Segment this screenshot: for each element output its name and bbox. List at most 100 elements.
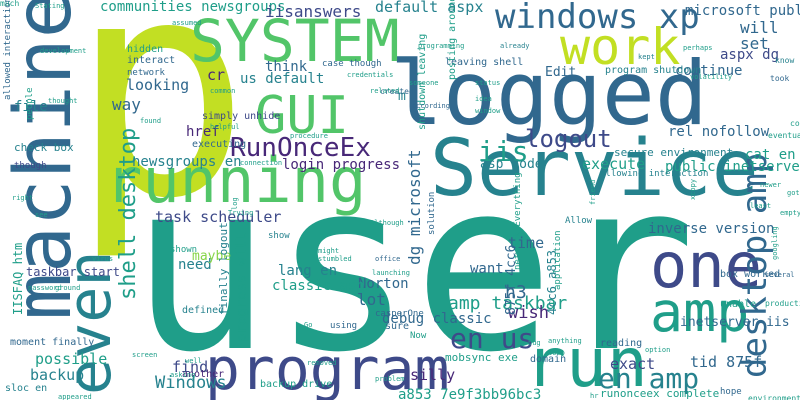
cloud-word: ground	[55, 284, 81, 292]
cloud-word: run	[525, 324, 648, 400]
cloud-word: maybe	[192, 249, 232, 264]
cloud-word: someone	[409, 79, 439, 87]
cloud-word: log	[231, 197, 239, 210]
cloud-word: leaving shell	[445, 57, 524, 68]
cloud-word: a853 7e9f3bb96bc3	[398, 387, 542, 400]
cloud-word: iis	[478, 135, 529, 168]
cloud-word: idea	[475, 95, 492, 103]
cloud-word: reading	[600, 338, 643, 349]
cloud-word: bug	[528, 339, 541, 347]
cloud-word: p	[70, 0, 251, 264]
cloud-word: allowing interaction	[600, 169, 709, 179]
cloud-word: perhaps	[683, 44, 713, 52]
cloud-word: will	[740, 18, 779, 37]
cloud-word: casperOne	[375, 309, 424, 319]
cloud-word: amp	[650, 280, 750, 344]
cloud-word: connection	[240, 159, 283, 167]
cloud-word: appeared	[58, 393, 92, 400]
cloud-word: possible	[35, 350, 108, 368]
cloud-word: execute	[582, 155, 646, 173]
cloud-word: Service	[430, 124, 759, 214]
cloud-word: hope	[720, 387, 742, 397]
cloud-word: Now	[410, 331, 427, 341]
cloud-word: box worked	[720, 269, 781, 280]
cloud-word: inverse version	[648, 221, 775, 237]
cloud-word: xcopy	[689, 178, 697, 200]
cloud-word: network	[127, 68, 165, 78]
cloud-word: network Everything	[513, 172, 523, 270]
cloud-word: office	[375, 255, 401, 263]
cloud-word: work	[560, 18, 681, 76]
cloud-word: Edit	[545, 65, 577, 80]
cloud-word: time	[508, 234, 545, 252]
cloud-word: volatility	[690, 73, 733, 81]
cloud-word: right	[12, 194, 34, 202]
cloud-word: asp code	[480, 157, 543, 172]
cloud-word: us default	[240, 71, 325, 87]
cloud-word: sure	[385, 321, 410, 332]
cloud-word: posting around	[447, 0, 458, 80]
cloud-word: h3	[505, 282, 527, 303]
cloud-word: eventually	[768, 131, 800, 140]
cloud-word: window	[475, 107, 501, 115]
cloud-word: mobsync exe	[445, 351, 518, 364]
cloud-word: lot	[357, 290, 386, 309]
cloud-word: already	[500, 42, 530, 50]
cloud-word: much	[0, 0, 20, 8]
cloud-word: lang en	[278, 263, 338, 279]
cloud-word: took	[770, 74, 790, 83]
cloud-word: cr	[207, 66, 226, 84]
cloud-word: programming	[418, 42, 465, 50]
cloud-word: googling	[771, 226, 779, 260]
cloud-word: application	[553, 230, 563, 290]
cloud-word: secure environment	[614, 146, 734, 159]
cloud-word: found	[140, 117, 162, 125]
cloud-word: launching	[372, 269, 410, 277]
cloud-word: progress will	[234, 232, 250, 342]
cloud-word: password	[28, 284, 62, 292]
cloud-word: continue	[675, 63, 743, 79]
cloud-word: finally logout	[217, 222, 230, 315]
cloud-word: anything	[548, 337, 582, 345]
cloud-word: environment	[748, 394, 800, 400]
cloud-word: unable	[720, 299, 757, 310]
cloud-word: production	[765, 299, 800, 308]
cloud-word: created	[380, 87, 414, 96]
cloud-word: well	[185, 357, 202, 365]
cloud-word: exact	[610, 355, 656, 373]
cloud-word: Stating	[35, 2, 65, 10]
cloud-word: screen	[132, 351, 158, 359]
cloud-word: executing	[192, 139, 247, 150]
cloud-word: rel nofollow	[668, 124, 770, 140]
cloud-word: interact	[127, 55, 176, 66]
cloud-word: solution	[427, 191, 437, 235]
cloud-word: stumbled	[318, 255, 352, 263]
cloud-word: Although	[370, 219, 404, 227]
cloud-word: Windows	[155, 373, 227, 393]
cloud-word: got	[787, 189, 800, 197]
cloud-word: backup	[30, 366, 85, 384]
cloud-word: set	[740, 34, 769, 53]
cloud-word: cat en	[745, 147, 796, 163]
cloud-word: related	[370, 87, 400, 95]
cloud-word: aspx dg	[720, 47, 780, 63]
cloud-word: common	[210, 87, 236, 95]
cloud-word: debug classic	[382, 311, 492, 327]
cloud-word: IISFAQ htm	[11, 242, 25, 315]
cloud-word: en amp	[598, 362, 700, 395]
cloud-word: simply unhide	[202, 111, 281, 122]
cloud-word: check box	[14, 141, 74, 154]
cloud-word: find	[172, 358, 209, 376]
cloud-word: RunOnceEx	[230, 133, 371, 163]
cloud-word: program shutdown	[605, 65, 702, 76]
cloud-word: GUI	[255, 86, 349, 146]
cloud-word: asking	[170, 371, 196, 379]
cloud-word: might	[318, 247, 340, 255]
cloud-word: another	[182, 369, 225, 380]
cloud-word: virus	[92, 255, 114, 263]
cloud-word: newer	[760, 181, 782, 189]
cloud-word: SYSTEM	[190, 7, 400, 75]
cloud-word: friend	[589, 179, 597, 205]
cloud-word: need	[178, 257, 212, 273]
